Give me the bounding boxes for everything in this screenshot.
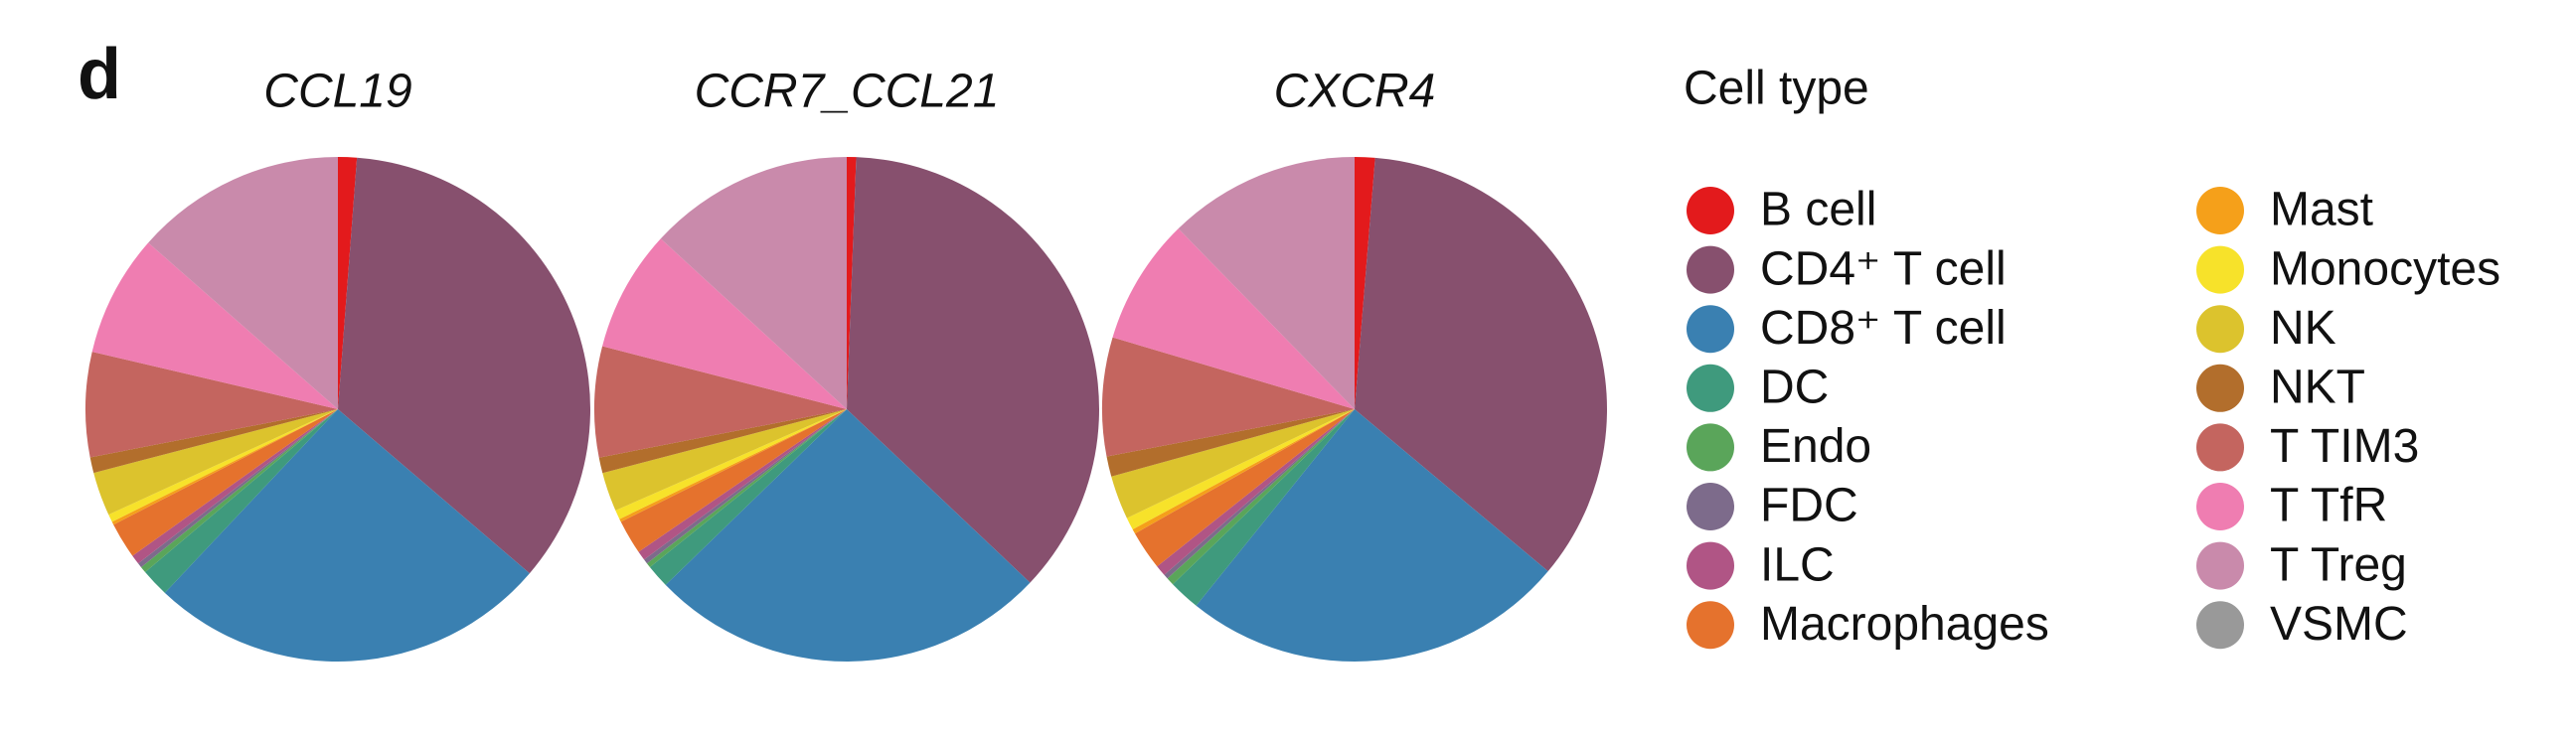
pie-slice: [847, 157, 857, 409]
legend-label: CD4⁺ T cell: [1760, 242, 2007, 295]
pie-slice: [132, 409, 338, 564]
pie-title: CCR7_CCL21: [695, 66, 1000, 118]
pie-slice: [1112, 228, 1355, 409]
pie-slice: [1157, 409, 1355, 575]
pie-slice: [338, 157, 590, 574]
pie-slice: [638, 409, 847, 560]
pie-slice: [598, 409, 847, 474]
legend-marker: [2196, 601, 2244, 650]
pie-slice: [1134, 409, 1355, 567]
legend-label: T TfR: [2270, 480, 2387, 532]
legend-marker: [1687, 541, 1734, 590]
pie-slice: [660, 157, 847, 409]
pie-slice: [1126, 409, 1355, 529]
legend-marker: [2196, 483, 2244, 530]
pie-slice: [602, 238, 847, 409]
pie-slice: [138, 409, 338, 568]
pie-slice: [89, 409, 338, 474]
pie-slice: [140, 409, 338, 573]
legend-marker: [2196, 305, 2244, 354]
pie-slice: [1132, 409, 1355, 534]
pie-slice: [615, 409, 847, 519]
legend-label: ILC: [1760, 538, 1835, 591]
pie-slice: [665, 409, 1031, 662]
pie-slice: [1164, 409, 1355, 579]
pie-slice: [1101, 337, 1355, 457]
pie-slice: [1106, 409, 1355, 477]
pie-slice: [1178, 157, 1355, 409]
legend-label: VSMC: [2270, 598, 2408, 651]
legend-label: T Treg: [2270, 538, 2407, 591]
pie-slice: [619, 409, 847, 522]
legend-marker: [1687, 601, 1734, 650]
pie-slice: [164, 409, 530, 662]
legend-marker: [2196, 187, 2244, 234]
legend-marker: [1687, 483, 1734, 530]
legend-label: Mast: [2270, 184, 2373, 236]
legend-label: T TIM3: [2270, 420, 2419, 473]
legend-marker: [1687, 423, 1734, 472]
legend-label: DC: [1760, 361, 1829, 413]
legend-label: Monocytes: [2270, 242, 2500, 295]
pie-slice: [85, 352, 339, 458]
pie-slice: [1111, 409, 1355, 518]
pie-slice: [1167, 409, 1355, 585]
pie-slice: [1173, 409, 1355, 606]
pie-slice: [594, 346, 847, 458]
legend-marker: [1687, 364, 1734, 412]
pie-slice: [93, 409, 338, 516]
panel-label: d: [78, 35, 121, 114]
pie-slice: [620, 409, 847, 552]
legend-label: NK: [2270, 302, 2336, 355]
legend-marker: [2196, 423, 2244, 472]
pie-slice: [602, 409, 847, 511]
pie-slice: [646, 409, 847, 567]
legend-label: Endo: [1760, 420, 1871, 473]
pie-slice: [338, 157, 358, 409]
legend-marker: [1687, 305, 1734, 354]
legend-label: FDC: [1760, 480, 1858, 532]
legend-marker: [1687, 187, 1734, 234]
pie-title: CCL19: [263, 66, 411, 118]
pie-slice: [1196, 409, 1548, 662]
pie-slice: [644, 409, 847, 564]
pie-title: CXCR4: [1274, 66, 1436, 118]
legend-marker: [2196, 541, 2244, 590]
legend-label: NKT: [2270, 361, 2365, 413]
legend-title: Cell type: [1684, 63, 1869, 115]
pie-slice: [649, 409, 847, 585]
legend-label: B cell: [1760, 184, 1876, 236]
pie-slice: [91, 242, 339, 409]
pie-slice: [113, 409, 338, 556]
pie-slice: [111, 409, 339, 525]
legend-marker: [2196, 245, 2244, 294]
legend-label: CD8⁺ T cell: [1760, 302, 2007, 355]
pie-slice: [108, 409, 338, 522]
pie-slice: [847, 157, 1099, 583]
legend-label: Macrophages: [1760, 598, 2049, 651]
legend-marker: [2196, 364, 2244, 412]
pie-slice: [1355, 157, 1375, 409]
pie-slice: [1355, 157, 1607, 572]
legend-marker: [1687, 245, 1734, 294]
pie-slice: [148, 157, 338, 409]
pie-slice: [145, 409, 338, 593]
